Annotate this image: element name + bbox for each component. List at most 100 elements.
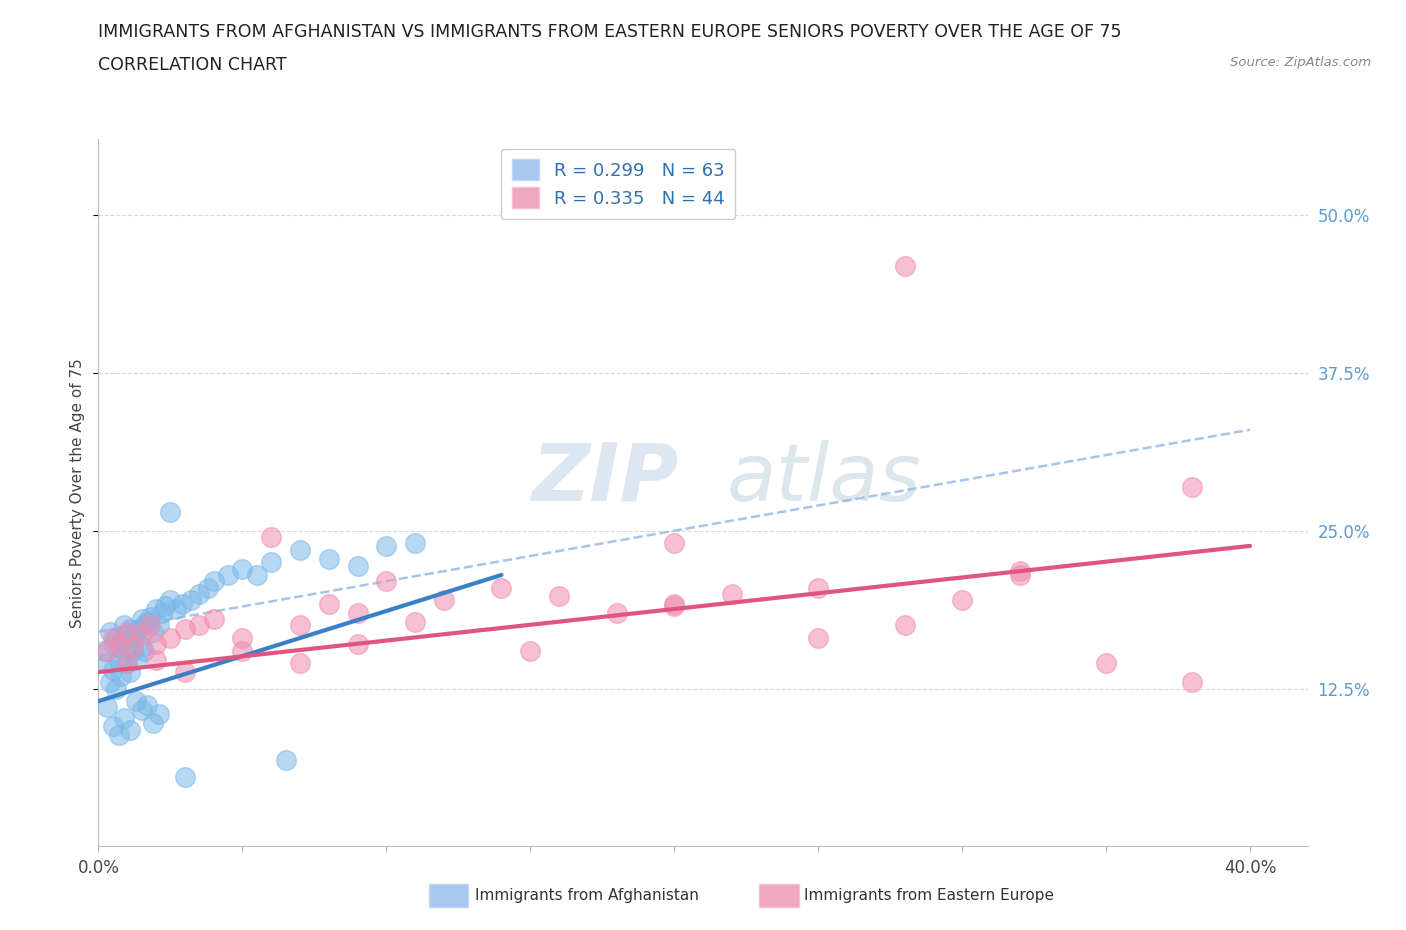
Point — [142, 624, 165, 639]
Point — [274, 753, 297, 768]
Point — [107, 728, 129, 743]
Point — [180, 592, 202, 607]
Point — [107, 637, 129, 652]
Point — [101, 719, 124, 734]
Text: Immigrants from Eastern Europe: Immigrants from Eastern Europe — [804, 888, 1054, 903]
Point — [112, 711, 135, 725]
Point — [93, 644, 115, 658]
Text: ZIP: ZIP — [531, 440, 679, 518]
Point — [96, 656, 118, 671]
Point — [139, 609, 162, 624]
Y-axis label: Seniors Poverty Over the Age of 75: Seniors Poverty Over the Age of 75 — [70, 358, 86, 628]
Point — [246, 567, 269, 582]
Point — [145, 637, 167, 652]
Point — [231, 631, 253, 645]
Text: atlas: atlas — [727, 440, 922, 518]
Point — [122, 644, 145, 658]
Text: IMMIGRANTS FROM AFGHANISTAN VS IMMIGRANTS FROM EASTERN EUROPE SENIORS POVERTY OV: IMMIGRANTS FROM AFGHANISTAN VS IMMIGRANT… — [98, 23, 1122, 41]
Point — [112, 644, 135, 658]
Point — [606, 605, 628, 620]
Point — [115, 656, 138, 671]
Point — [134, 644, 156, 658]
Point — [318, 551, 340, 566]
Point — [404, 614, 426, 629]
Point — [260, 530, 283, 545]
Point — [101, 637, 124, 652]
Point — [107, 652, 129, 667]
Text: CORRELATION CHART: CORRELATION CHART — [98, 56, 287, 73]
Point — [664, 536, 686, 551]
Point — [1181, 675, 1204, 690]
Point — [375, 538, 398, 553]
Point — [107, 640, 129, 655]
Point — [148, 618, 170, 633]
Point — [893, 259, 915, 273]
Point — [98, 624, 121, 639]
Legend: R = 0.299   N = 63, R = 0.335   N = 44: R = 0.299 N = 63, R = 0.335 N = 44 — [502, 149, 735, 219]
Point — [122, 631, 145, 645]
Point — [110, 669, 132, 684]
Point — [134, 618, 156, 633]
Point — [188, 587, 211, 602]
Point — [96, 644, 118, 658]
Point — [110, 634, 132, 649]
Text: Immigrants from Afghanistan: Immigrants from Afghanistan — [475, 888, 699, 903]
Point — [112, 618, 135, 633]
Point — [548, 589, 571, 604]
Point — [159, 592, 181, 607]
Point — [131, 612, 153, 627]
Point — [288, 542, 311, 557]
Point — [188, 618, 211, 633]
Point — [115, 656, 138, 671]
Point — [375, 574, 398, 589]
Point — [98, 675, 121, 690]
Point — [128, 622, 150, 637]
Point — [231, 561, 253, 576]
Text: Source: ZipAtlas.com: Source: ZipAtlas.com — [1230, 56, 1371, 69]
Point — [433, 592, 456, 607]
Point — [125, 694, 148, 709]
Point — [142, 715, 165, 730]
Point — [173, 769, 195, 784]
Point — [950, 592, 973, 607]
Point — [1095, 656, 1118, 671]
Point — [153, 599, 176, 614]
Point — [131, 702, 153, 717]
Point — [145, 602, 167, 617]
Point — [491, 580, 513, 595]
Point — [115, 624, 138, 639]
Point — [807, 580, 830, 595]
Point — [165, 602, 187, 617]
Point — [346, 559, 368, 574]
Point — [145, 652, 167, 667]
Point — [104, 681, 127, 696]
Point — [288, 618, 311, 633]
Point — [664, 596, 686, 611]
Point — [318, 596, 340, 611]
Point — [346, 605, 368, 620]
Point — [136, 614, 159, 629]
Point — [150, 605, 173, 620]
Point — [131, 627, 153, 642]
Point — [139, 618, 162, 633]
Point — [125, 627, 148, 642]
Point — [122, 640, 145, 655]
Point — [260, 555, 283, 570]
Point — [1181, 479, 1204, 494]
Point — [120, 723, 142, 737]
Point — [202, 612, 225, 627]
Point — [1008, 564, 1031, 578]
Point — [104, 631, 127, 645]
Point — [519, 644, 541, 658]
Point — [120, 622, 142, 637]
Point — [346, 637, 368, 652]
Point — [404, 536, 426, 551]
Point — [1008, 567, 1031, 582]
Point — [664, 599, 686, 614]
Point — [101, 631, 124, 645]
Point — [173, 622, 195, 637]
Point — [101, 662, 124, 677]
Point — [120, 665, 142, 680]
Point — [125, 652, 148, 667]
Point — [288, 656, 311, 671]
